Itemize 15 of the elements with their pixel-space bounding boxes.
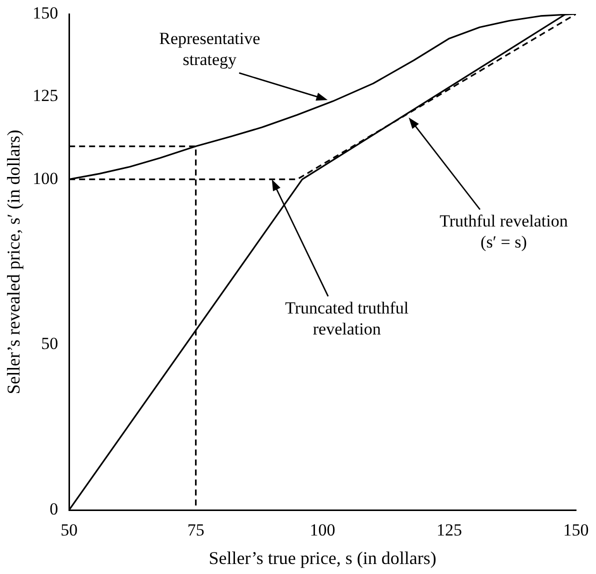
annotation: Representative strategy [159,28,260,69]
y-tick-label: 125 [32,86,58,106]
y-axis-title: Seller’s revealed price, s′ (in dollars) [4,130,24,394]
y-tick-label: 150 [32,3,58,22]
x-tick-label: 150 [563,520,589,540]
x-tick-label: 100 [310,520,336,540]
y-tick-label: 100 [32,168,58,188]
y-tick-label: 0 [50,499,58,518]
annotation: Truncated truthful revelation [285,298,409,338]
x-tick-label: 75 [187,520,204,540]
x-tick-label: 125 [436,520,462,540]
y-tick-label: 50 [41,334,58,354]
x-tick-label: 50 [60,520,78,540]
annotation: Truthful revelation (s′ = s) [440,211,568,252]
x-axis-title: Seller’s true price, s (in dollars) [208,548,436,568]
